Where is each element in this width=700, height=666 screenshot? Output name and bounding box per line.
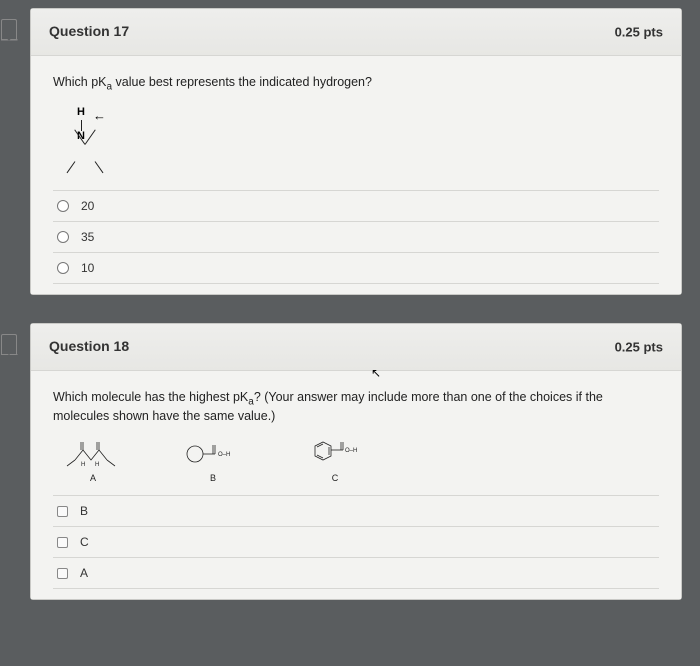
- atom-h-label: H: [77, 106, 85, 118]
- question-title: Question 18: [49, 338, 129, 354]
- molecule-row: H H A O–H B: [63, 436, 659, 483]
- question-title: Question 17: [49, 23, 129, 39]
- molecule-figure: H ← N: [59, 106, 149, 176]
- svg-text:O–H: O–H: [218, 452, 230, 458]
- option-row[interactable]: A: [53, 557, 659, 589]
- molecule-label: C: [332, 473, 339, 483]
- molecule-label: A: [90, 473, 96, 483]
- molecule-c: O–H C: [303, 436, 367, 483]
- cursor-icon: ↖: [371, 366, 381, 380]
- option-row[interactable]: B: [53, 495, 659, 526]
- question-header-17: Question 17 0.25 pts: [31, 9, 681, 56]
- option-row[interactable]: 10: [53, 252, 659, 284]
- question-body-17: Which pKa value best represents the indi…: [31, 56, 681, 294]
- radio-icon[interactable]: [57, 200, 69, 212]
- question-body-18: Which molecule has the highest pKa? (You…: [31, 371, 681, 600]
- question-card-17: Question 17 0.25 pts Which pKa value bes…: [30, 8, 682, 295]
- option-label: A: [80, 566, 88, 580]
- svg-text:H: H: [81, 462, 85, 468]
- question-card-18: Question 18 0.25 pts ↖ Which molecule ha…: [30, 323, 682, 601]
- option-row[interactable]: C: [53, 526, 659, 557]
- option-row[interactable]: 20: [53, 190, 659, 221]
- svg-text:O–H: O–H: [345, 448, 357, 454]
- question-prompt: Which molecule has the highest pKa? (You…: [53, 389, 659, 425]
- question-header-18: Question 18 0.25 pts ↖: [31, 324, 681, 371]
- points-label: 0.25 pts: [615, 25, 663, 40]
- question-prompt: Which pKa value best represents the indi…: [53, 74, 659, 94]
- option-label: B: [80, 504, 88, 518]
- molecule-a: H H A: [63, 436, 123, 483]
- svg-text:H: H: [95, 462, 99, 468]
- option-label: 10: [81, 261, 94, 275]
- options-list: 20 35 10: [53, 190, 659, 284]
- option-row[interactable]: 35: [53, 221, 659, 252]
- arrow-icon: ←: [93, 108, 106, 123]
- options-list: B C A: [53, 495, 659, 589]
- checkbox-icon[interactable]: [57, 506, 68, 517]
- option-label: C: [80, 535, 89, 549]
- option-label: 35: [81, 230, 94, 244]
- option-label: 20: [81, 199, 94, 213]
- molecule-b: O–H B: [183, 436, 243, 483]
- bookmark-icon[interactable]: [1, 19, 21, 43]
- radio-icon[interactable]: [57, 231, 69, 243]
- radio-icon[interactable]: [57, 262, 69, 274]
- checkbox-icon[interactable]: [57, 537, 68, 548]
- molecule-label: B: [210, 473, 216, 483]
- bookmark-icon[interactable]: [1, 334, 21, 358]
- points-label: 0.25 pts: [615, 339, 663, 354]
- checkbox-icon[interactable]: [57, 568, 68, 579]
